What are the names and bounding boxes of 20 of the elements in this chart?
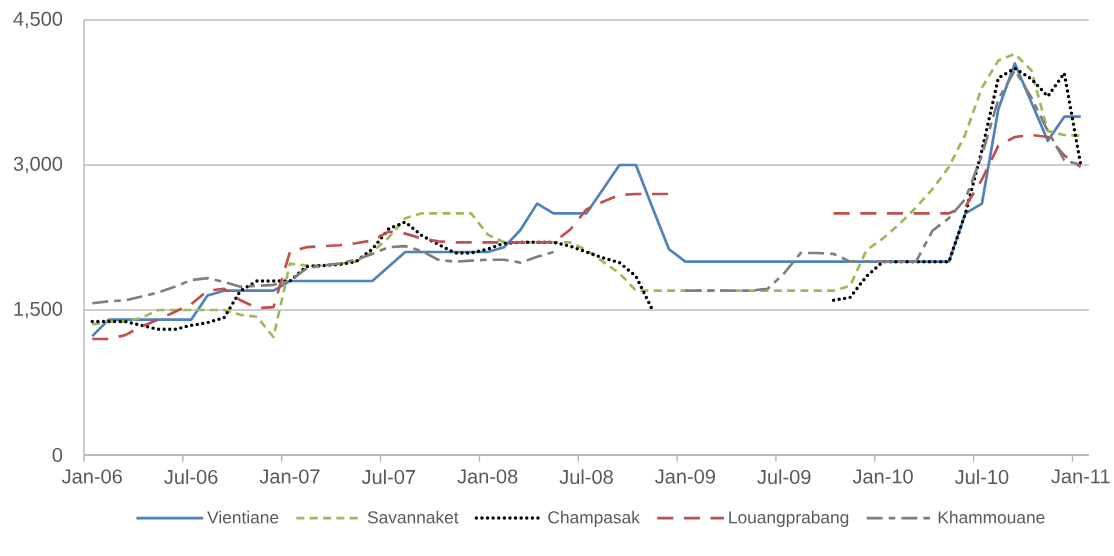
legend-label: Savannaket [367, 510, 459, 524]
x-tick-label: Jul-07 [361, 469, 416, 485]
x-tick-label: Jan-09 [655, 469, 715, 484]
x-tick-label: Jul-06 [164, 469, 218, 485]
x-tick-label: Jan-08 [457, 469, 518, 484]
y-tick-label: 0 [52, 447, 63, 463]
x-tick-label: Jan-11 [1051, 469, 1110, 484]
x-tick-label: Jul-08 [559, 469, 613, 485]
legend-label: Louangprabang [729, 510, 849, 527]
x-tick-label: Jan-06 [61, 469, 122, 484]
x-tick-label: Jul-09 [757, 469, 811, 485]
x-tick-label: Jan-07 [259, 469, 320, 484]
legend-label: Champasak [548, 510, 640, 527]
x-tick-label: Jan-10 [852, 469, 913, 484]
y-tick-label: 3,000 [13, 156, 63, 174]
y-tick-label: 1,500 [14, 301, 63, 319]
legend-label: Khammouane [938, 510, 1045, 524]
x-tick-label: Jul-10 [954, 469, 1009, 485]
y-tick-label: 4,500 [13, 11, 63, 29]
legend-label: Vientiane [207, 510, 279, 524]
